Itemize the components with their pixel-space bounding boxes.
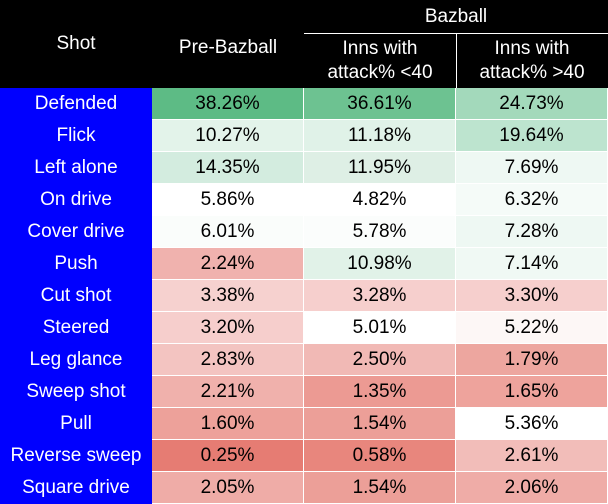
table-row: Leg glance 2.83% 2.50% 1.79% (0, 344, 608, 376)
header-inns-attack-gt40-line1: Inns with (494, 38, 570, 59)
cell-pre-bazball: 10.27% (152, 120, 304, 152)
cell-inns-gt40: 2.61% (456, 440, 608, 472)
cell-pre-bazball: 2.83% (152, 344, 304, 376)
cell-pre-bazball: 14.35% (152, 152, 304, 184)
cell-inns-gt40: 24.73% (456, 88, 608, 120)
cell-inns-lt40: 1.35% (304, 376, 456, 408)
row-shot-label: Cut shot (0, 280, 152, 312)
table-row: On drive 5.86% 4.82% 6.32% (0, 184, 608, 216)
header-inns-attack-gt40: Inns with attack% >40 (456, 34, 608, 88)
header-pre-bazball: Pre-Bazball (178, 37, 278, 58)
cell-pre-bazball: 38.26% (152, 88, 304, 120)
cell-inns-lt40: 1.54% (304, 408, 456, 440)
cell-pre-bazball: 2.24% (152, 248, 304, 280)
table-row: Left alone 14.35% 11.95% 7.69% (0, 152, 608, 184)
row-shot-label: Flick (0, 120, 152, 152)
header-shot: Shot (56, 33, 96, 54)
header-column-divider (456, 34, 457, 88)
header-divider (304, 33, 608, 34)
cell-inns-lt40: 10.98% (304, 248, 456, 280)
cell-pre-bazball: 3.20% (152, 312, 304, 344)
cell-inns-gt40: 6.32% (456, 184, 608, 216)
cell-inns-lt40: 11.95% (304, 152, 456, 184)
cell-pre-bazball: 3.38% (152, 280, 304, 312)
table-header: Shot Pre-Bazball Bazball Inns with attac… (0, 0, 608, 88)
cell-inns-lt40: 5.78% (304, 216, 456, 248)
cell-inns-gt40: 1.65% (456, 376, 608, 408)
header-bazball: Bazball (424, 6, 488, 27)
cell-inns-gt40: 5.36% (456, 408, 608, 440)
cell-pre-bazball: 0.25% (152, 440, 304, 472)
cell-inns-lt40: 11.18% (304, 120, 456, 152)
cell-inns-gt40: 2.06% (456, 472, 608, 504)
table-row: Flick 10.27% 11.18% 19.64% (0, 120, 608, 152)
cell-inns-lt40: 5.01% (304, 312, 456, 344)
row-shot-label: Leg glance (0, 344, 152, 376)
cell-pre-bazball: 2.21% (152, 376, 304, 408)
row-shot-label: Steered (0, 312, 152, 344)
cell-inns-lt40: 2.50% (304, 344, 456, 376)
row-shot-label: Push (0, 248, 152, 280)
row-shot-label: Cover drive (0, 216, 152, 248)
row-shot-label: On drive (0, 184, 152, 216)
header-inns-attack-gt40-line2: attack% >40 (479, 62, 585, 83)
cell-inns-gt40: 7.14% (456, 248, 608, 280)
table-row: Pull 1.60% 1.54% 5.36% (0, 408, 608, 440)
cell-inns-lt40: 4.82% (304, 184, 456, 216)
row-shot-label: Pull (0, 408, 152, 440)
cell-inns-lt40: 0.58% (304, 440, 456, 472)
cell-inns-gt40: 1.79% (456, 344, 608, 376)
cell-inns-gt40: 3.30% (456, 280, 608, 312)
table-row: Reverse sweep 0.25% 0.58% 2.61% (0, 440, 608, 472)
cell-inns-gt40: 19.64% (456, 120, 608, 152)
table-row: Cover drive 6.01% 5.78% 7.28% (0, 216, 608, 248)
table-row: Square drive 2.05% 1.54% 2.06% (0, 472, 608, 504)
header-inns-attack-lt40-line2: attack% <40 (327, 62, 433, 83)
header-inns-attack-lt40: Inns with attack% <40 (304, 34, 456, 88)
cell-inns-gt40: 7.69% (456, 152, 608, 184)
table-row: Sweep shot 2.21% 1.35% 1.65% (0, 376, 608, 408)
cell-pre-bazball: 5.86% (152, 184, 304, 216)
cell-pre-bazball: 2.05% (152, 472, 304, 504)
row-shot-label: Left alone (0, 152, 152, 184)
row-shot-label: Square drive (0, 472, 152, 504)
cell-inns-lt40: 3.28% (304, 280, 456, 312)
cell-inns-lt40: 1.54% (304, 472, 456, 504)
row-shot-label: Defended (0, 88, 152, 120)
row-shot-label: Reverse sweep (0, 440, 152, 472)
cell-inns-gt40: 7.28% (456, 216, 608, 248)
table-row: Push 2.24% 10.98% 7.14% (0, 248, 608, 280)
table-row: Steered 3.20% 5.01% 5.22% (0, 312, 608, 344)
cell-pre-bazball: 6.01% (152, 216, 304, 248)
row-shot-label: Sweep shot (0, 376, 152, 408)
header-inns-attack-lt40-line1: Inns with (342, 38, 418, 59)
cell-pre-bazball: 1.60% (152, 408, 304, 440)
cell-inns-gt40: 5.22% (456, 312, 608, 344)
cell-inns-lt40: 36.61% (304, 88, 456, 120)
table-row: Cut shot 3.38% 3.28% 3.30% (0, 280, 608, 312)
table-row: Defended 38.26% 36.61% 24.73% (0, 88, 608, 120)
